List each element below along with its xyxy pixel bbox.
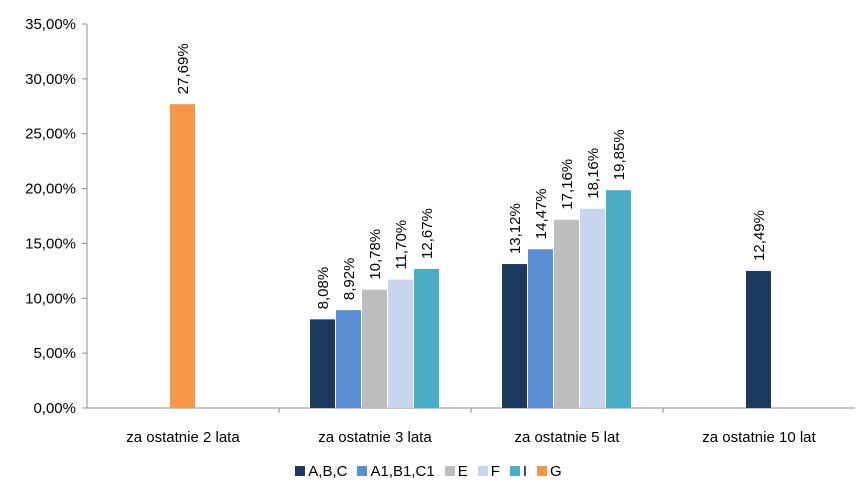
legend-label: A1,B1,C1: [370, 462, 435, 480]
legend-item: F: [477, 462, 500, 480]
legend-label: A,B,C: [308, 462, 348, 480]
y-tick-label: 25,00%: [25, 126, 76, 143]
legend-label: F: [490, 462, 500, 480]
data-labels: 27,69% 8,08% 8,92% 10,78% 11,70% 12,67% 13,12%…: [175, 43, 768, 309]
category-label: za ostatnie 10 lat: [702, 429, 816, 446]
bar: [310, 319, 335, 408]
category-label: za ostatnie 2 lata: [126, 429, 240, 446]
legend: A,B,C A1,B1,C1 E F I G: [0, 458, 857, 484]
bar: [170, 104, 195, 408]
legend-swatch: [537, 466, 548, 476]
legend-label: G: [550, 462, 562, 480]
data-label: 8,92%: [341, 258, 358, 301]
y-tick-label: 5,00%: [33, 345, 76, 362]
bars: [170, 104, 771, 408]
bar: [362, 289, 387, 408]
legend-label: E: [457, 462, 468, 480]
legend-item: G: [537, 463, 562, 480]
data-label: 14,47%: [533, 188, 550, 239]
legend-item: E: [444, 462, 468, 480]
legend-swatch: [509, 466, 520, 476]
legend-label: I: [522, 462, 528, 480]
bar: [606, 190, 631, 408]
data-label: 10,78%: [367, 229, 384, 280]
y-tick-label: 35,00%: [25, 16, 76, 33]
legend-swatch: [357, 466, 368, 476]
legend-swatch: [477, 466, 488, 476]
data-label: 11,70%: [393, 220, 410, 270]
data-label: 8,08%: [315, 267, 332, 310]
data-label: 13,12%: [507, 203, 524, 254]
legend-item: A,B,C: [295, 463, 347, 480]
data-label: 27,69%: [175, 43, 192, 94]
category-label: za ostatnie 3 lata: [318, 429, 432, 446]
category-label: za ostatnie 5 lat: [514, 429, 620, 446]
y-tick-label: 20,00%: [25, 181, 76, 198]
data-label: 12,67%: [419, 208, 436, 259]
bar: [528, 249, 553, 408]
legend-item: A1,B1,C1: [357, 462, 435, 480]
bar: [336, 310, 361, 408]
bar: [580, 208, 605, 408]
axes: [86, 24, 855, 413]
data-label: 18,16%: [585, 148, 602, 199]
data-label: 19,85%: [611, 129, 628, 180]
y-tick-label: 30,00%: [25, 71, 76, 88]
data-label: 17,16%: [559, 159, 576, 210]
bar: [502, 264, 527, 408]
bar: [554, 219, 579, 408]
y-tick-label: 0,00%: [33, 400, 76, 417]
legend-item: I: [509, 462, 528, 480]
bar: [414, 268, 439, 408]
category-labels: za ostatnie 2 lata za ostatnie 3 lata za o…: [126, 429, 816, 446]
legend-swatch: [444, 466, 455, 476]
y-tick-label: 10,00%: [25, 290, 76, 307]
bar: [746, 270, 771, 408]
bar: [388, 279, 413, 408]
legend-swatch: [295, 466, 306, 476]
y-axis-ticks: 0,00% 5,00% 10,00% 15,00% 20,00% 25,00% 30,00%…: [25, 16, 87, 417]
data-label: 12,49%: [751, 210, 768, 261]
y-tick-label: 15,00%: [25, 235, 76, 252]
